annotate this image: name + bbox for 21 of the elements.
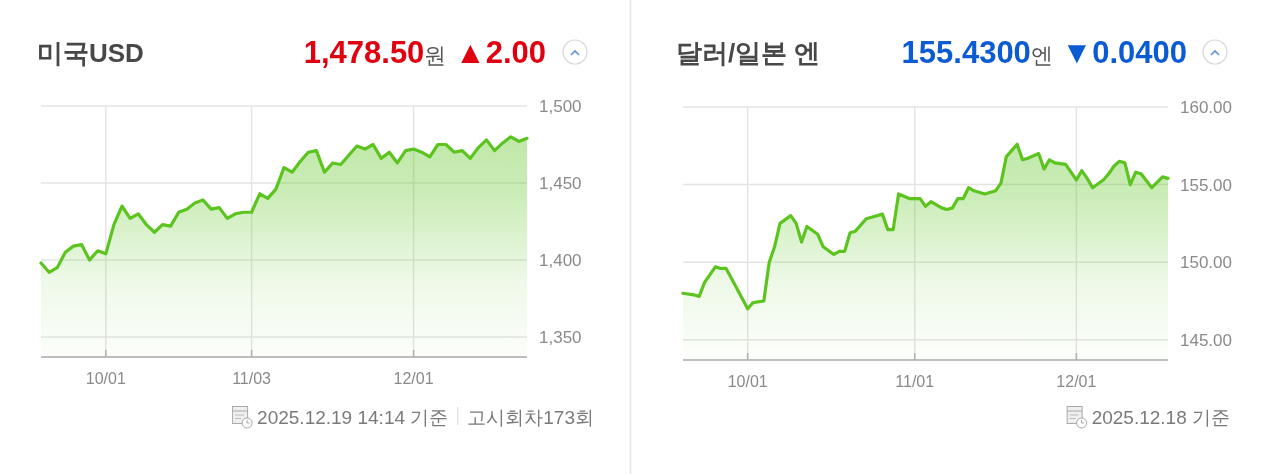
text: 2025.12.19 14:14 기준 (257, 407, 449, 428)
chart-subtitle: 1,478.50원 ▲2.00 (303, 35, 546, 70)
y-tick-label: 1,450 (539, 173, 582, 193)
text: 2025.12.18 기준 (1091, 407, 1230, 428)
x-tick-label: 11/01 (895, 373, 935, 390)
y-tick-label: 145.00 (1180, 330, 1232, 350)
text: 고시회차173회 (467, 407, 594, 428)
y-tick-label: 1,500 (539, 97, 582, 116)
y-tick-label: 1,400 (539, 250, 582, 270)
x-tick-label: 11/03 (232, 370, 272, 387)
x-tick-label: 10/01 (85, 370, 126, 387)
chart-title: 미국USD (37, 38, 144, 68)
y-tick-label: 1,350 (539, 327, 582, 347)
y-tick-label: 155.00 (1180, 175, 1232, 195)
chart-subtitle: 155.4300엔 ▼0.0400 (901, 35, 1187, 70)
y-tick-label: 150.00 (1180, 253, 1232, 273)
x-tick-label: 12/01 (393, 370, 434, 387)
x-tick-label: 10/01 (727, 373, 768, 390)
chart-title: 달러/일본 엔 (676, 38, 821, 68)
x-tick-label: 12/01 (1056, 373, 1097, 390)
y-tick-label: 160.00 (1180, 98, 1232, 117)
